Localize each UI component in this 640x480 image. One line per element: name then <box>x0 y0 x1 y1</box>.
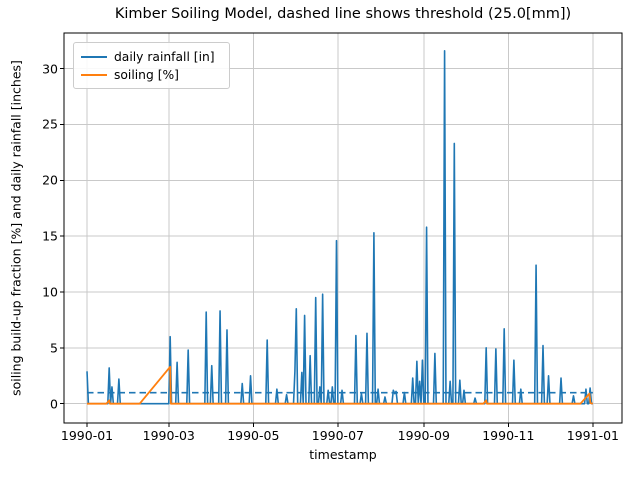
x-tick-label: 1990-01 <box>60 428 114 443</box>
y-tick-label: 25 <box>42 116 58 132</box>
plot-area-frame <box>63 32 623 424</box>
y-tick-label: 20 <box>42 172 58 188</box>
legend: daily rainfall [in] soiling [%] <box>73 42 230 89</box>
x-tick-label: 1990-05 <box>227 428 280 443</box>
axis-tick-marks <box>60 68 594 427</box>
y-tick-label: 30 <box>42 61 58 77</box>
soiling-line <box>87 365 594 405</box>
chart-title: Kimber Soiling Model, dashed line shows … <box>114 6 572 22</box>
rainfall-line-swatch <box>81 56 107 58</box>
y-tick-label: 15 <box>42 228 58 244</box>
y-axis-label: soiling build-up fraction [%] and daily … <box>8 60 24 396</box>
legend-label-soiling: soiling [%] <box>114 68 179 82</box>
y-tick-label: 0 <box>50 396 58 412</box>
x-tick-label: 1990-11 <box>482 428 535 443</box>
x-tick-label: 1990-03 <box>142 428 195 443</box>
x-axis-label: timestamp <box>309 447 377 462</box>
y-tick-label: 5 <box>50 340 58 356</box>
x-tick-label: 1990-09 <box>397 428 450 443</box>
y-tick-label: 10 <box>42 284 58 300</box>
data-series <box>86 49 594 405</box>
soiling-line-swatch <box>81 74 107 76</box>
legend-label-rainfall: daily rainfall [in] <box>114 50 215 64</box>
x-tick-label: 1991-01 <box>566 428 620 443</box>
legend-item-soiling: soiling [%] <box>81 66 223 84</box>
x-tick-label: 1990-07 <box>311 428 364 443</box>
legend-item-rainfall: daily rainfall [in] <box>81 48 223 66</box>
